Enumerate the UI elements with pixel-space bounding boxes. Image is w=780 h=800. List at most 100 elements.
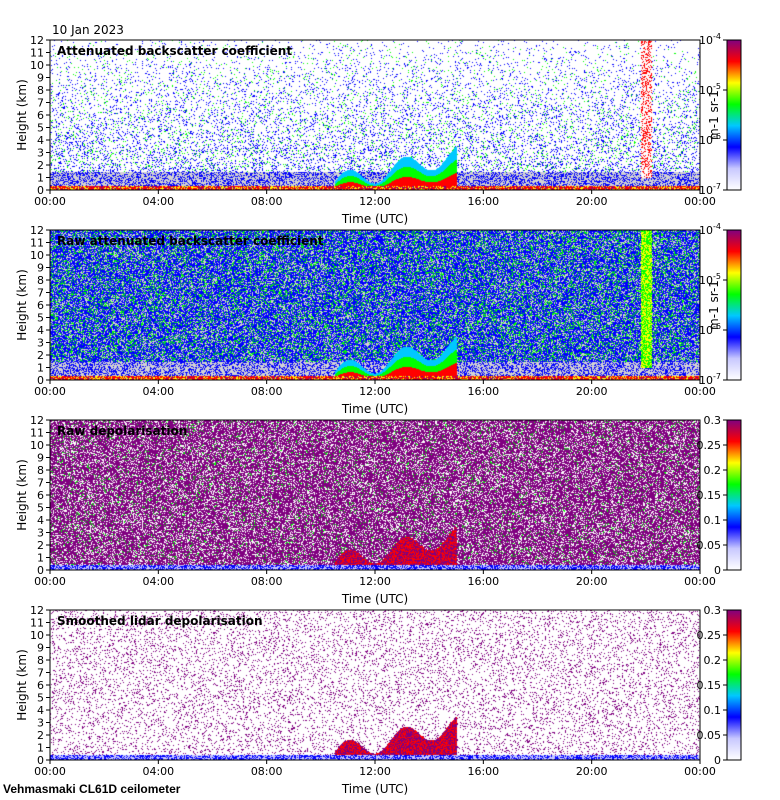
heatmap-canvas [50,610,700,760]
x-tick-label: 08:00 [251,195,283,208]
colorbar-tick-label: 10-7 [699,182,721,197]
colorbar-gradient [726,609,742,761]
x-tick-label: 12:00 [359,765,391,778]
y-tick-label: 3 [37,337,44,350]
y-tick-label: 7 [37,97,44,110]
y-tick-label: 12 [30,224,44,237]
y-tick-label: 11 [30,47,44,60]
panel-title: Raw depolarisation [57,424,187,438]
x-tick-label: 08:00 [251,385,283,398]
panel-title: Smoothed lidar depolarisation [57,614,263,628]
x-axis-label: Time (UTC) [341,212,408,226]
y-tick-label: 0 [37,184,44,197]
exponent: -5 [713,272,721,281]
colorbar: 10-710-610-510-4m-1 sr-1 [699,32,742,197]
x-axis-label: Time (UTC) [341,592,408,606]
x-tick-label: 00:00 [34,765,66,778]
x-tick-label: 00:00 [684,765,716,778]
x-tick-label: 00:00 [34,385,66,398]
x-tick-label: 04:00 [142,195,174,208]
y-tick-label: 1 [37,552,44,565]
y-tick-label: 7 [37,477,44,490]
y-tick-label: 8 [37,274,44,287]
y-tick-label: 7 [37,287,44,300]
y-tick-label: 9 [37,72,44,85]
colorbar-gradient [726,229,742,381]
chart-panel-4: Smoothed lidar depolarisation01234567891… [15,604,742,796]
y-tick-label: 2 [37,349,44,362]
y-tick-label: 4 [37,324,44,337]
exponent: -6 [713,322,721,331]
panels: Attenuated backscatter coefficient012345… [15,32,742,796]
y-tick-label: 11 [30,237,44,250]
x-tick-label: 08:00 [251,765,283,778]
y-tick-label: 6 [37,679,44,692]
exponent: -4 [713,222,721,231]
panel-title: Attenuated backscatter coefficient [57,44,292,58]
colorbar-tick-label: 0 [714,754,721,767]
y-tick-label: 9 [37,452,44,465]
colorbar-tick-label: 0.3 [704,604,722,617]
y-tick-label: 0 [37,564,44,577]
y-tick-label: 2 [37,539,44,552]
y-tick-label: 12 [30,604,44,617]
x-tick-label: 08:00 [251,575,283,588]
y-tick-label: 0 [37,374,44,387]
y-tick-label: 5 [37,692,44,705]
y-axis-label: Height (km) [15,649,29,720]
y-tick-label: 2 [37,729,44,742]
y-tick-label: 6 [37,489,44,502]
colorbar-tick-label: 0.1 [704,704,722,717]
colorbar-gradient [726,419,742,571]
chart-panel-2: Raw attenuated backscatter coefficient01… [15,222,742,416]
colorbar-tick-label: 0.25 [697,439,722,452]
y-tick-label: 3 [37,717,44,730]
y-tick-label: 4 [37,514,44,527]
x-tick-label: 16:00 [467,195,499,208]
y-tick-label: 6 [37,109,44,122]
heatmap-area [50,420,700,570]
x-axis-label: Time (UTC) [341,782,408,796]
x-tick-label: 16:00 [467,385,499,398]
colorbar-gradient [726,39,742,191]
x-tick-label: 16:00 [467,765,499,778]
y-axis-label: Height (km) [15,79,29,150]
x-tick-label: 12:00 [359,575,391,588]
colorbar-unit-label: m-1 sr-1 [707,280,721,330]
colorbar: 0 0.05 0.1 0.15 0.2 0.25 0.3 [697,414,742,577]
x-tick-label: 04:00 [142,575,174,588]
x-tick-label: 20:00 [576,195,608,208]
y-tick-label: 3 [37,147,44,160]
x-tick-label: 20:00 [576,575,608,588]
x-tick-label: 20:00 [576,765,608,778]
y-tick-label: 7 [37,667,44,680]
y-tick-label: 11 [30,617,44,630]
heatmap-area [50,40,700,190]
y-tick-label: 9 [37,262,44,275]
x-tick-label: 04:00 [142,765,174,778]
station-label: Vehmasmaki CL61D ceilometer [3,782,181,796]
x-tick-label: 04:00 [142,385,174,398]
y-tick-label: 5 [37,122,44,135]
colorbar-tick-label: 0.05 [697,539,722,552]
exponent: -4 [713,32,721,41]
x-tick-label: 00:00 [684,575,716,588]
panel-title: Raw attenuated backscatter coefficient [57,234,324,248]
y-tick-label: 10 [30,439,44,452]
colorbar: 10-710-610-510-4m-1 sr-1 [699,222,742,387]
colorbar-tick-label: 0.25 [697,629,722,642]
colorbar-tick-label: 10-7 [699,372,721,387]
y-tick-label: 8 [37,654,44,667]
heatmap-canvas [50,420,700,570]
y-tick-label: 11 [30,427,44,440]
y-tick-label: 1 [37,362,44,375]
x-tick-label: 00:00 [684,385,716,398]
exponent: -7 [713,372,721,381]
y-tick-label: 10 [30,629,44,642]
heatmap-area [50,230,700,380]
y-tick-label: 0 [37,754,44,767]
y-tick-label: 10 [30,249,44,262]
exponent: -7 [713,182,721,191]
colorbar-tick-label: 0.15 [697,489,722,502]
